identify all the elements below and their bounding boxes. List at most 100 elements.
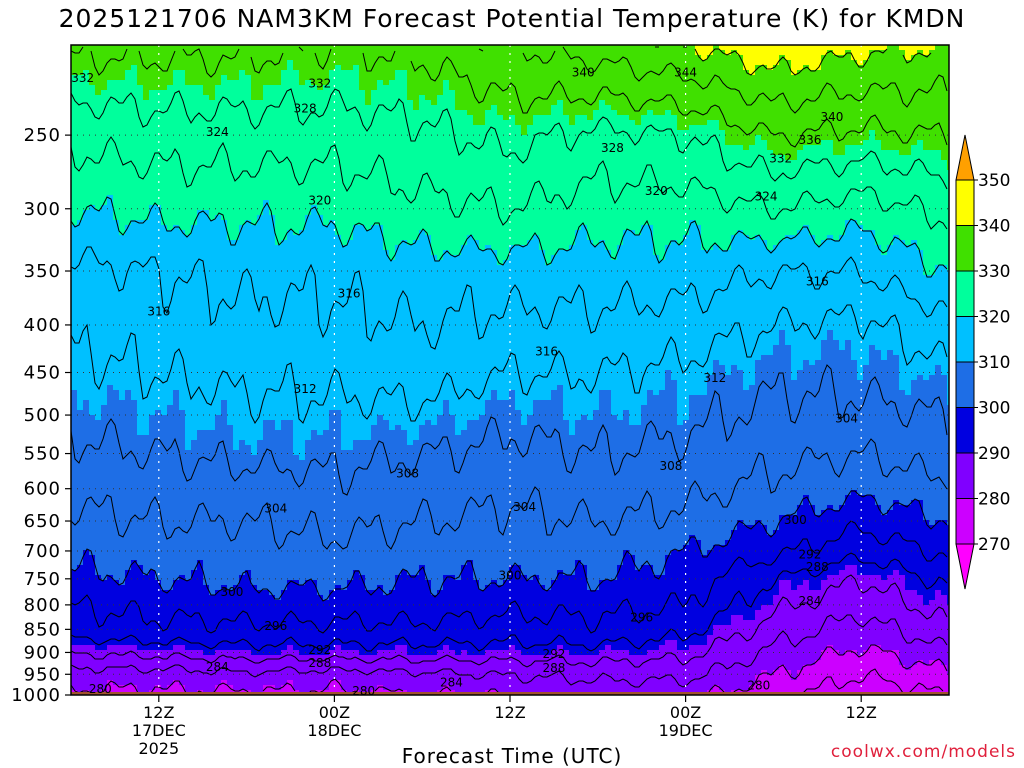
y-tick-label: 300 [24, 199, 61, 220]
field-cell [647, 565, 654, 651]
field-cell [737, 55, 744, 146]
field-cell [137, 650, 144, 695]
field-cell [401, 70, 408, 241]
field-cell [197, 210, 204, 431]
field-cell [659, 260, 666, 391]
field-cell [869, 130, 876, 231]
field-cell [527, 240, 534, 416]
x-tick-label: 12Z [846, 703, 877, 722]
field-cell [695, 645, 702, 695]
field-cell [719, 625, 726, 691]
field-cell [119, 235, 126, 401]
field-cell [929, 50, 936, 151]
field-cell [125, 70, 132, 226]
field-cell [761, 140, 768, 241]
field-cell [761, 605, 768, 671]
field-cell [425, 420, 432, 581]
field-cell [479, 45, 486, 126]
field-cell [365, 230, 372, 441]
field-cell [353, 650, 360, 691]
field-cell [191, 225, 198, 441]
field-cell [455, 45, 462, 111]
field-cell [407, 245, 414, 446]
field-cell [95, 95, 102, 211]
field-cell [935, 45, 942, 151]
field-cell [797, 230, 804, 371]
field-cell [923, 45, 930, 56]
field-cell [563, 650, 570, 695]
field-cell [791, 45, 798, 76]
isotherm-label: 332 [71, 71, 94, 85]
field-cell [143, 45, 150, 101]
field-cell [653, 45, 660, 116]
field-cell [857, 495, 864, 576]
field-cell [179, 645, 186, 686]
field-cell [863, 495, 870, 576]
isotherm-label: 320 [645, 184, 668, 198]
field-cell [143, 575, 150, 651]
field-cell [533, 655, 540, 695]
field-cell [545, 655, 552, 695]
isotherm-label: 316 [535, 344, 558, 358]
field-cell [821, 580, 828, 651]
field-cell [365, 655, 372, 695]
field-cell [851, 145, 858, 221]
isotherm-label: 328 [601, 141, 624, 155]
field-cell [719, 545, 726, 626]
field-cell [245, 570, 252, 651]
field-cell [755, 235, 762, 361]
field-cell [89, 415, 96, 556]
field-cell [671, 240, 678, 381]
field-cell [809, 45, 816, 71]
field-cell [611, 415, 618, 581]
field-cell [827, 330, 834, 506]
field-cell [947, 170, 949, 271]
field-cell [923, 55, 930, 151]
field-cell [701, 60, 708, 126]
field-cell [755, 520, 762, 611]
field-cell [911, 45, 918, 56]
isotherm-label: 284 [440, 676, 463, 690]
field-cell [749, 620, 756, 686]
field-cell [221, 220, 228, 401]
field-cell [527, 45, 534, 126]
field-cell [113, 645, 120, 686]
field-cell [113, 685, 120, 695]
field-cell [575, 560, 582, 656]
field-cell [593, 110, 600, 246]
field-cell [749, 145, 756, 241]
field-cell [287, 645, 294, 681]
field-cell [515, 45, 522, 126]
field-cell [221, 45, 228, 76]
field-cell [803, 145, 810, 226]
isotherm-label: 288 [308, 656, 331, 670]
field-cell [161, 415, 168, 591]
field-cell [185, 450, 192, 581]
field-cell [749, 685, 756, 695]
field-cell [131, 560, 138, 646]
field-cell [755, 45, 762, 66]
field-cell [575, 655, 582, 695]
field-cell [875, 50, 882, 141]
field-cell [305, 45, 312, 81]
field-cell [863, 650, 870, 695]
field-cell [347, 650, 354, 695]
field-cell [761, 670, 768, 695]
field-cell [809, 590, 816, 666]
field-cell [863, 365, 870, 496]
field-cell [347, 70, 354, 241]
colorbar-segment [955, 498, 975, 545]
field-cell [593, 45, 600, 111]
field-cell [779, 240, 786, 331]
field-cell [473, 655, 480, 695]
field-cell [779, 45, 786, 56]
field-cell [857, 65, 864, 146]
field-cell [833, 340, 840, 511]
isotherm-line [71, 520, 948, 634]
field-cell [923, 380, 930, 521]
field-cell [905, 60, 912, 156]
field-cell [641, 405, 648, 566]
field-cell [947, 45, 949, 171]
field-cell [695, 45, 702, 56]
field-cell [173, 680, 180, 695]
